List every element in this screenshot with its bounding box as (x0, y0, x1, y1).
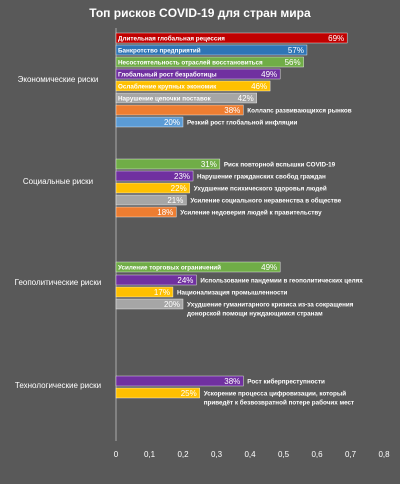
bar-value-label: 69% (328, 34, 344, 43)
bar (115, 104, 244, 116)
bar-category-label: Нарушение гражданских свобод граждан (197, 172, 326, 180)
bar (115, 274, 197, 286)
x-tick-label: 0,4 (244, 450, 256, 459)
x-tick-label: 0,2 (177, 450, 189, 459)
bar (115, 56, 304, 68)
bar-value-label: 46% (251, 82, 267, 91)
bar-category-label: Резкий рост глобальной инфляции (187, 118, 297, 126)
bar (115, 68, 281, 80)
bar-value-label: 38% (224, 106, 240, 115)
bar-value-label: 20% (164, 118, 180, 127)
bar-category-label: Ухудшение гуманитарного кризиса из-за со… (187, 301, 354, 308)
bar-category-label: Риск повторной вспышки COVID-19 (224, 160, 336, 168)
bar-category-label: Нарушение цепочки поставок (118, 95, 212, 102)
bar-category-label: Усиление социального неравенства в общес… (190, 196, 341, 204)
bar-value-label: 31% (201, 160, 217, 169)
bar-value-label: 25% (181, 389, 197, 398)
bar-value-label: 42% (238, 94, 254, 103)
bar-category-label: приведёт к безвозвратной потере рабочих … (204, 399, 354, 407)
bar-value-label: 57% (288, 46, 304, 55)
bar (115, 206, 177, 218)
bar-value-label: 22% (171, 184, 187, 193)
bar-category-label: Использование пандемии в геополитических… (200, 277, 363, 284)
bar-category-label: Ускорение процесса цифровизации, который (204, 389, 347, 397)
bar (115, 158, 221, 170)
x-tick-label: 0,8 (378, 450, 390, 459)
bar-value-label: 17% (154, 288, 170, 297)
chart-title: Топ рисков COVID-19 для стран мира (89, 6, 311, 20)
bar-value-label: 21% (167, 196, 183, 205)
bar-category-label: Несостоятельность отраслей восстановитьс… (118, 58, 263, 66)
bar (115, 116, 184, 128)
group-label: Технологические риски (15, 381, 101, 390)
group-label: Экономические риски (18, 75, 99, 84)
bar (115, 261, 281, 273)
bar (115, 44, 308, 56)
bar-category-label: Длительная глобальная рецессия (118, 34, 225, 42)
bar (115, 375, 244, 387)
bar-category-label: Глобальный рост безработицы (118, 70, 217, 78)
bar-value-label: 49% (261, 70, 277, 79)
bar-value-label: 18% (157, 208, 173, 217)
bar-category-label: Коллапс развивающихся рынков (247, 107, 351, 114)
bar-category-label: Банкротство предприятий (118, 46, 201, 54)
bar-category-label: Рост киберпреступности (247, 377, 325, 385)
bar (115, 286, 174, 298)
bar (115, 194, 187, 206)
x-tick-label: 0 (114, 450, 119, 459)
bar-category-label: Усиление недоверия людей к правительству (180, 208, 322, 216)
x-tick-label: 0,6 (311, 450, 323, 459)
bar (115, 387, 200, 399)
x-tick-label: 0,5 (278, 450, 290, 459)
bar (115, 182, 190, 194)
bar-value-label: 49% (261, 263, 277, 272)
x-tick-label: 0,1 (144, 450, 156, 459)
bar-value-label: 23% (174, 172, 190, 181)
group-label: Геополитические риски (15, 278, 102, 287)
x-tick-label: 0,7 (345, 450, 357, 459)
bar (115, 32, 348, 44)
bar-category-label: Ухудшение психического здоровья людей (194, 184, 327, 192)
bar (115, 80, 271, 92)
bar-category-label: Национализация промышленности (177, 289, 288, 296)
bar-category-label: Усиление торговых ограничений (118, 263, 221, 271)
bar (115, 92, 257, 104)
x-tick-label: 0,3 (211, 450, 223, 459)
bar-value-label: 38% (224, 377, 240, 386)
bar-value-label: 24% (177, 276, 193, 285)
bar-category-label: Ослабление крупных экономик (118, 82, 217, 90)
bar-category-label: донорской помощи нуждающимся странам (187, 310, 323, 318)
bar (115, 298, 184, 310)
group-label: Социальные риски (23, 177, 93, 186)
bar-value-label: 20% (164, 300, 180, 309)
bar-value-label: 56% (285, 58, 301, 67)
bar (115, 170, 194, 182)
